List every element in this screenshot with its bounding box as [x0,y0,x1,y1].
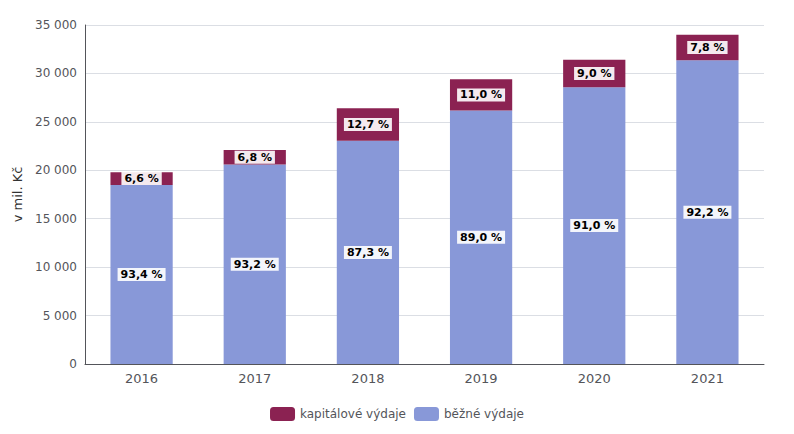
svg-text:2016: 2016 [125,371,158,386]
svg-text:běžné výdaje: běžné výdaje [444,407,524,421]
svg-text:9,0 %: 9,0 % [577,67,611,80]
svg-text:2019: 2019 [465,371,498,386]
svg-text:15 000: 15 000 [35,212,77,226]
svg-text:7,8 %: 7,8 % [690,41,724,54]
svg-text:0: 0 [69,357,77,371]
svg-text:30 000: 30 000 [35,66,77,80]
svg-text:35 000: 35 000 [35,18,77,32]
svg-text:2020: 2020 [578,371,611,386]
svg-text:93,4 %: 93,4 % [121,268,163,281]
svg-text:2018: 2018 [351,371,384,386]
svg-text:6,8 %: 6,8 % [238,151,272,164]
svg-text:5 000: 5 000 [43,309,77,323]
svg-text:2021: 2021 [691,371,724,386]
svg-text:91,0 %: 91,0 % [573,219,615,232]
svg-text:92,2 %: 92,2 % [686,206,728,219]
svg-text:25 000: 25 000 [35,115,77,129]
svg-text:12,7 %: 12,7 % [347,118,389,131]
svg-text:v mil. Kč: v mil. Kč [10,167,25,223]
svg-text:11,0 %: 11,0 % [460,88,502,101]
svg-text:kapitálové výdaje: kapitálové výdaje [300,407,406,421]
svg-text:6,6 %: 6,6 % [124,172,158,185]
svg-text:20 000: 20 000 [35,163,77,177]
svg-text:89,0 %: 89,0 % [460,231,502,244]
svg-text:87,3 %: 87,3 % [347,246,389,259]
svg-text:2017: 2017 [238,371,271,386]
svg-text:10 000: 10 000 [35,260,77,274]
svg-text:93,2 %: 93,2 % [234,258,276,271]
